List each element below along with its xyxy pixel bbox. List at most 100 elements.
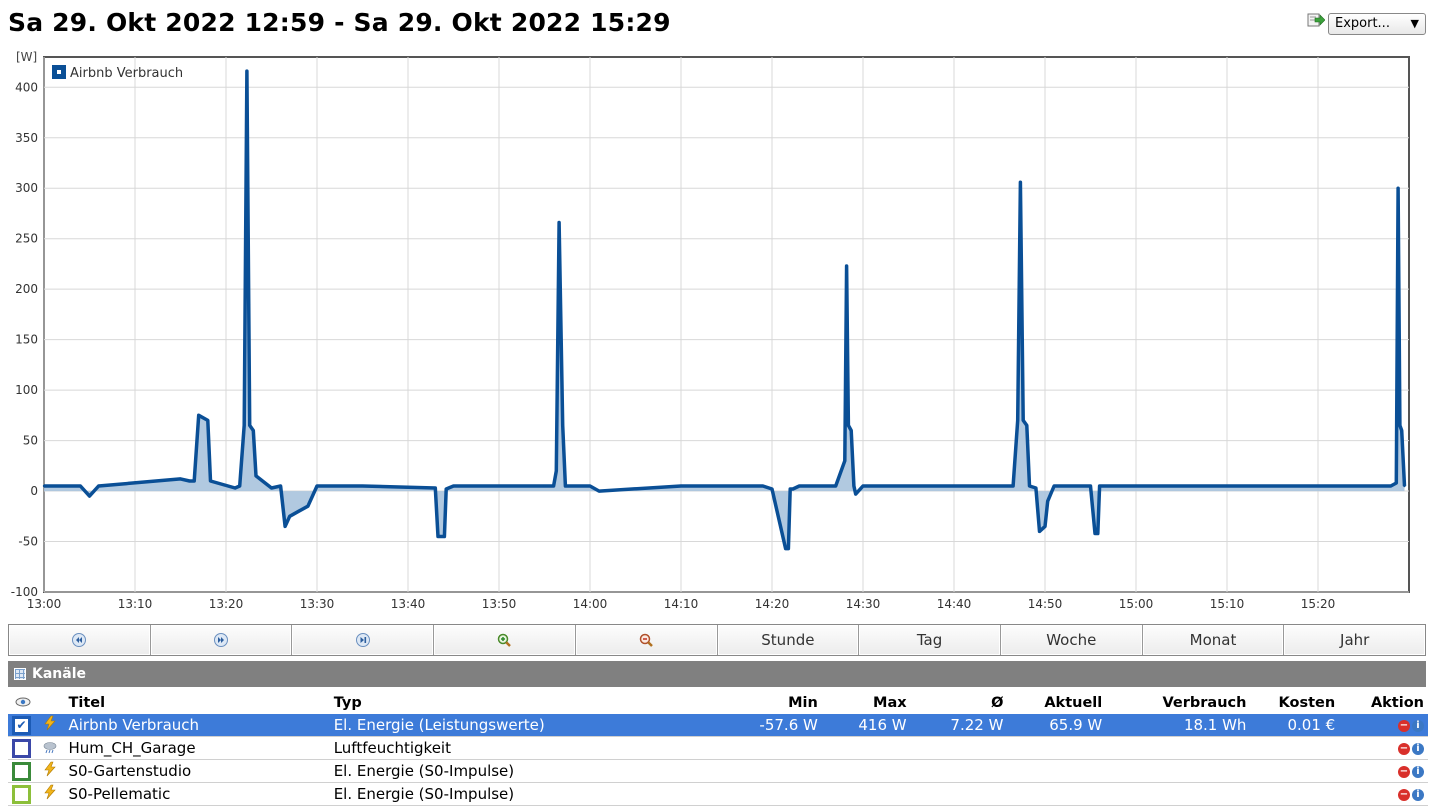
- series-point: [1046, 499, 1049, 503]
- series-point: [1019, 180, 1022, 184]
- series-point: [270, 486, 273, 490]
- delete-icon[interactable]: −: [1398, 742, 1410, 755]
- channel-title[interactable]: Hum_CH_Garage: [64, 736, 330, 760]
- channel-actions: − i: [1339, 736, 1428, 760]
- series-point: [1395, 481, 1398, 485]
- col-consumption[interactable]: Verbrauch: [1162, 695, 1247, 711]
- channel-current: [1007, 759, 1107, 783]
- col-avg[interactable]: Ø: [991, 695, 1004, 711]
- info-icon[interactable]: i: [1412, 788, 1424, 801]
- channel-checkbox[interactable]: [12, 738, 31, 758]
- range-woche-button[interactable]: Woche: [1000, 625, 1143, 655]
- x-tick-label: 15:00: [1119, 597, 1154, 611]
- series-point: [238, 484, 241, 488]
- visible-cell[interactable]: [8, 759, 39, 783]
- series-point: [288, 515, 291, 518]
- y-tick-label: 150: [15, 333, 38, 347]
- series-point: [679, 484, 683, 488]
- export-icon[interactable]: [1307, 12, 1325, 28]
- x-tick-label: 14:10: [664, 597, 699, 611]
- zoom-out-icon: [639, 633, 654, 647]
- range-jahr-button[interactable]: Jahr: [1284, 625, 1426, 655]
- col-max[interactable]: Max: [873, 695, 907, 711]
- channel-max: 416 W: [821, 714, 911, 737]
- range-stunde-button[interactable]: Stunde: [717, 625, 860, 655]
- series-point: [279, 484, 282, 488]
- series-point: [1052, 484, 1056, 488]
- col-action: Aktion: [1370, 695, 1424, 711]
- series-point: [252, 429, 255, 432]
- series-point: [1400, 429, 1403, 432]
- series-point: [588, 484, 592, 488]
- y-tick-label: 200: [15, 282, 38, 296]
- series-point: [315, 484, 319, 488]
- info-icon[interactable]: i: [1412, 719, 1424, 732]
- visible-cell[interactable]: [8, 782, 39, 806]
- channel-checkbox[interactable]: [12, 761, 31, 781]
- range-button-label: Monat: [1189, 631, 1237, 649]
- channel-type: El. Energie (S0-Impulse): [329, 759, 742, 783]
- power-chart[interactable]: -100 -50 0 50 100 150 200 250 300 350 400 13:00 13:1…: [0, 40, 1438, 620]
- export-select[interactable]: Export... ▼: [1328, 13, 1426, 35]
- series-point: [361, 484, 364, 488]
- series-point: [97, 484, 100, 488]
- series-point: [761, 484, 765, 488]
- series-point: [861, 484, 865, 488]
- col-costs[interactable]: Kosten: [1278, 695, 1336, 711]
- channel-max: [821, 782, 911, 806]
- range-monat-button[interactable]: Monat: [1142, 625, 1285, 655]
- col-type[interactable]: Typ: [333, 695, 362, 711]
- series-point: [436, 535, 440, 538]
- channel-title[interactable]: S0-Gartenstudio: [64, 759, 330, 783]
- y-tick-label: 250: [15, 232, 38, 246]
- channel-avg: 7.22 W: [910, 714, 1008, 737]
- delete-icon[interactable]: −: [1398, 788, 1410, 801]
- table-row[interactable]: S0-Gartenstudio El. Energie (S0-Impulse) −…: [8, 759, 1428, 783]
- visible-cell[interactable]: [8, 736, 39, 760]
- channel-type: El. Energie (S0-Impulse): [329, 782, 742, 806]
- col-current[interactable]: Aktuell: [1044, 695, 1103, 711]
- table-row[interactable]: ✔ Airbnb Verbrauch El. Energie (Leistungsw…: [8, 714, 1428, 737]
- fast-forward-button[interactable]: [150, 625, 293, 655]
- info-icon[interactable]: i: [1412, 765, 1424, 778]
- delete-icon[interactable]: −: [1398, 765, 1410, 778]
- series-point: [192, 479, 196, 483]
- rewind-button[interactable]: [9, 625, 151, 655]
- zoom-in-button[interactable]: [434, 625, 576, 655]
- plot-frame: [43, 56, 1410, 593]
- series-point: [445, 487, 448, 491]
- x-tick-label: 14:30: [846, 597, 881, 611]
- info-icon[interactable]: i: [1412, 742, 1424, 755]
- zoom-out-button[interactable]: [575, 625, 718, 655]
- y-tick-label: -50: [18, 535, 38, 549]
- series-point: [1096, 532, 1099, 535]
- channel-checkbox[interactable]: [12, 784, 31, 804]
- channel-title[interactable]: Airbnb Verbrauch: [64, 714, 330, 737]
- range-tag-button[interactable]: Tag: [859, 625, 1001, 655]
- table-row[interactable]: Hum_CH_Garage Luftfeuchtigkeit − i: [8, 736, 1428, 760]
- chevron-down-icon: ▼: [1410, 17, 1419, 30]
- series-point: [845, 264, 848, 268]
- y-tick-label: 350: [15, 131, 38, 145]
- channel-checkbox[interactable]: ✔: [12, 715, 31, 735]
- chart-area: [42, 69, 1407, 551]
- rewind-icon: [72, 633, 87, 647]
- y-tick-label: 0: [30, 484, 38, 498]
- visible-cell[interactable]: ✔: [8, 714, 39, 737]
- skip-to-end-button[interactable]: [292, 625, 435, 655]
- series-point: [843, 459, 846, 462]
- col-title[interactable]: Titel: [68, 695, 106, 711]
- channel-current: 65.9 W: [1007, 714, 1107, 737]
- series-point: [849, 429, 853, 432]
- col-min[interactable]: Min: [788, 695, 818, 711]
- series-point: [787, 547, 790, 550]
- x-tick-label: 14:00: [573, 597, 608, 611]
- series-point: [254, 474, 258, 478]
- table-row[interactable]: S0-Pellematic El. Energie (S0-Impulse) − i: [8, 782, 1428, 806]
- series-point: [564, 484, 567, 488]
- series-point: [209, 479, 212, 483]
- channel-title[interactable]: S0-Pellematic: [64, 782, 330, 806]
- delete-icon[interactable]: −: [1398, 719, 1410, 732]
- x-tick-label: 14:20: [755, 597, 790, 611]
- series-point: [557, 221, 561, 224]
